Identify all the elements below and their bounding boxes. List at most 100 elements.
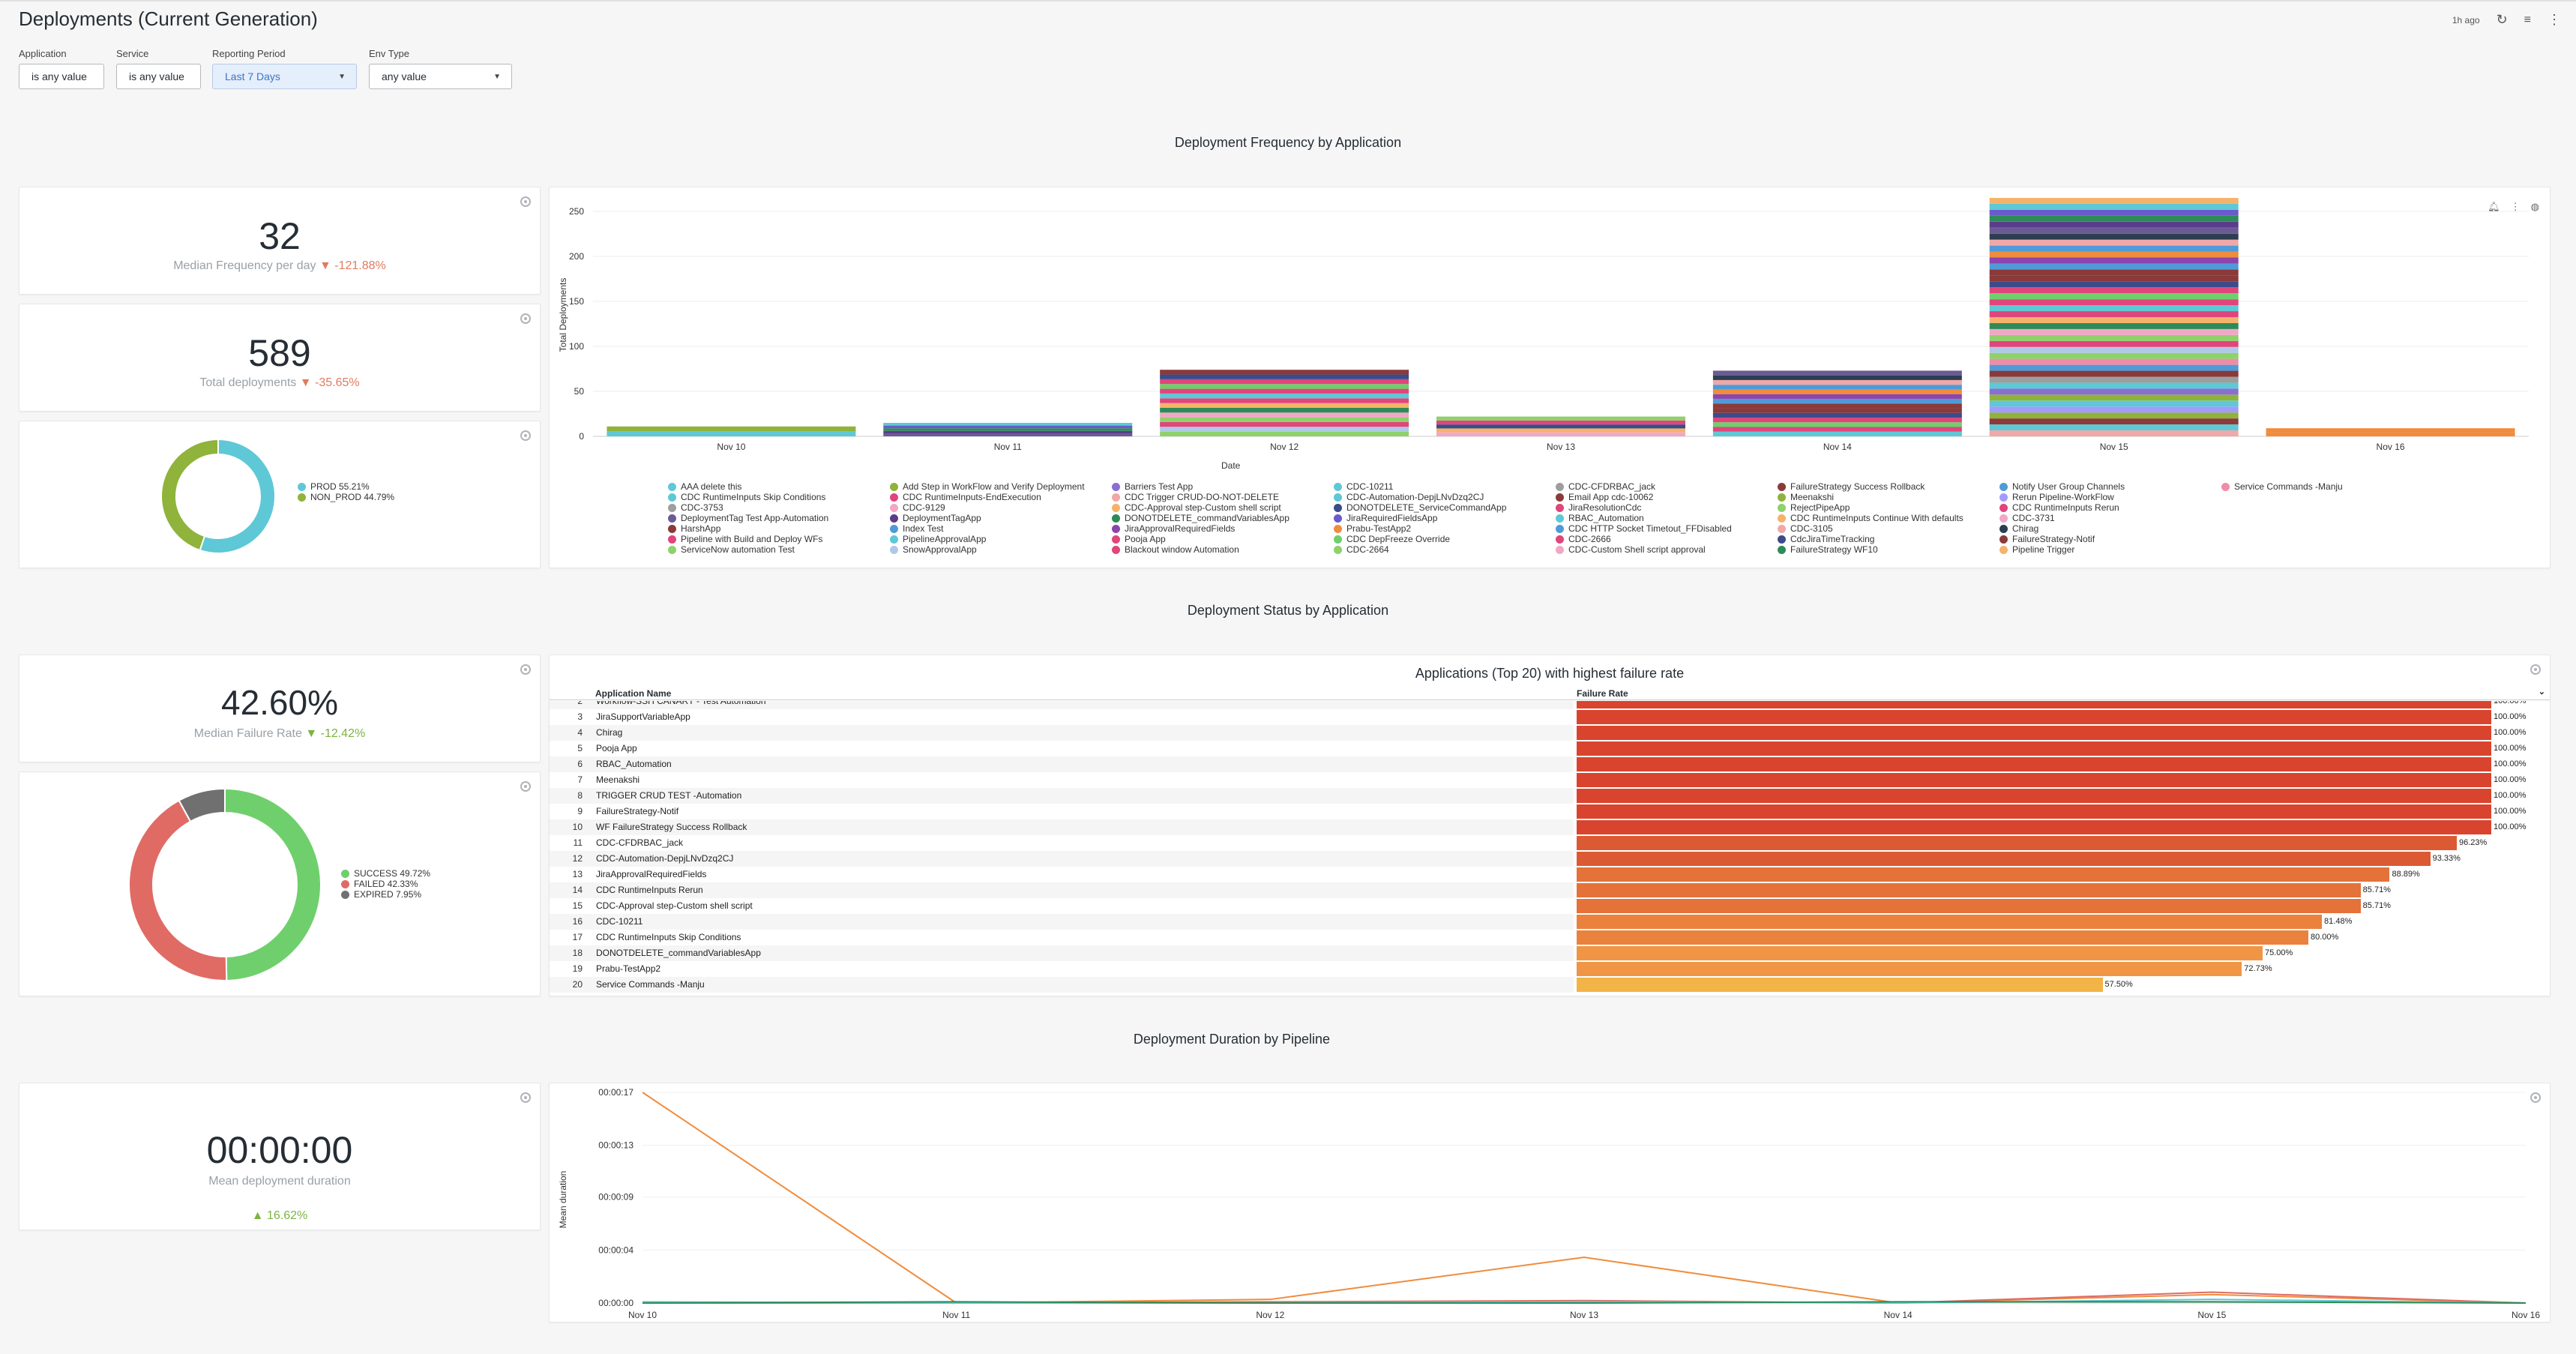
bar-segment[interactable] <box>1989 382 2239 389</box>
legend-item[interactable]: CDC-3753 <box>668 502 890 513</box>
bar-segment[interactable] <box>1989 418 2239 425</box>
legend-item[interactable]: CDC RuntimeInputs Continue With defaults <box>1778 513 1999 523</box>
filter-reporting-period-select[interactable]: Last 7 Days ▼ <box>212 64 357 89</box>
legend-item[interactable]: SnowApprovalApp <box>890 544 1112 555</box>
bar-segment[interactable] <box>1989 400 2239 407</box>
legend-item[interactable]: Prabu-TestApp2 <box>1334 523 1556 534</box>
legend-item[interactable]: CDC-3731 <box>1999 513 2221 523</box>
legend-item[interactable]: CDC-3105 <box>1778 523 1999 534</box>
table-row[interactable]: 8 TRIGGER CRUD TEST -Automation 100.00% <box>550 788 2550 804</box>
legend-item[interactable]: ServiceNow automation Test <box>668 544 890 555</box>
bar-segment[interactable] <box>1712 403 1962 409</box>
bar-segment[interactable] <box>1712 398 1962 404</box>
bar-segment[interactable] <box>1989 424 2239 431</box>
legend-item[interactable]: CDC-Custom Shell script approval <box>1556 544 1778 555</box>
failure-rate-bar[interactable] <box>1577 726 2491 740</box>
bar-segment[interactable] <box>1989 203 2239 210</box>
failure-rate-bar[interactable] <box>1577 915 2323 929</box>
bar-segment[interactable] <box>883 433 1133 436</box>
bar-segment[interactable] <box>1160 421 1409 427</box>
filter-service-input[interactable]: is any value <box>116 64 201 89</box>
legend-item[interactable]: JiraRequiredFieldsApp <box>1334 513 1556 523</box>
table-row[interactable]: 10 WF FailureStrategy Success Rollback 100… <box>550 819 2550 835</box>
bar-segment[interactable] <box>1989 346 2239 353</box>
series-line[interactable] <box>642 1092 2527 1305</box>
bar-segment[interactable] <box>1712 422 1962 427</box>
legend-item[interactable]: CDC RuntimeInputs-EndExecution <box>890 492 1112 502</box>
bar-segment[interactable] <box>1712 370 1962 376</box>
legend-item[interactable]: Pipeline Trigger <box>1999 544 2221 555</box>
gear-icon[interactable] <box>2530 664 2541 675</box>
failure-rate-bar[interactable] <box>1577 789 2491 803</box>
legend-item[interactable]: CDC-Approval step-Custom shell script <box>1112 502 1334 513</box>
legend-item[interactable]: CDC DepFreeze Override <box>1334 534 1556 544</box>
bar-segment[interactable] <box>1989 340 2239 347</box>
table-row[interactable]: 13 JiraApprovalRequiredFields 88.89% <box>550 867 2550 882</box>
failure-rate-bar[interactable] <box>1577 962 2242 976</box>
bar-segment[interactable] <box>1989 311 2239 317</box>
series-line[interactable] <box>642 1299 2527 1305</box>
donut-slice-expired[interactable] <box>178 787 226 823</box>
bar-segment[interactable] <box>1712 379 1962 385</box>
legend-item[interactable]: Pooja App <box>1112 534 1334 544</box>
failure-rate-bar[interactable] <box>1577 757 2491 771</box>
gear-icon[interactable] <box>2530 1092 2541 1103</box>
legend-item[interactable]: AAA delete this <box>668 481 890 492</box>
bar-segment[interactable] <box>1160 398 1409 403</box>
bar-segment[interactable] <box>1989 430 2239 436</box>
bar-segment[interactable] <box>1712 408 1962 413</box>
bar-segment[interactable] <box>1160 384 1409 389</box>
table-row[interactable]: 18 DONOTDELETE_commandVariablesApp 75.00% <box>550 945 2550 961</box>
bar-segment[interactable] <box>1989 352 2239 359</box>
legend-item[interactable]: DeploymentTag Test App-Automation <box>668 513 890 523</box>
bar-segment[interactable] <box>1712 431 1962 436</box>
donut-slice-success[interactable] <box>224 787 322 981</box>
bar-segment[interactable] <box>1989 245 2239 252</box>
bar-segment[interactable] <box>883 423 1133 426</box>
table-row[interactable]: 5 Pooja App 100.00% <box>550 741 2550 756</box>
table-row[interactable]: 19 Prabu-TestApp2 72.73% <box>550 961 2550 977</box>
table-row[interactable]: 4 Chirag 100.00% <box>550 725 2550 741</box>
bar-segment[interactable] <box>1989 406 2239 413</box>
legend-item[interactable]: CDC-2664 <box>1334 544 1556 555</box>
bar-segment[interactable] <box>1436 416 1685 421</box>
legend-item[interactable]: RejectPipeApp <box>1778 502 1999 513</box>
bar-segment[interactable] <box>1989 257 2239 264</box>
bar-segment[interactable] <box>883 425 1133 429</box>
table-row[interactable]: 6 RBAC_Automation 100.00% <box>550 756 2550 772</box>
failure-rate-bar[interactable] <box>1577 773 2491 787</box>
filter-env-type-select[interactable]: any value ▼ <box>369 64 512 89</box>
legend-item[interactable]: Blackout window Automation <box>1112 544 1334 555</box>
failure-rate-bar[interactable] <box>1577 701 2491 708</box>
legend-item[interactable]: Rerun Pipeline-WorkFlow <box>1999 492 2221 502</box>
bar-segment[interactable] <box>1989 275 2239 282</box>
legend-item[interactable]: DONOTDELETE_ServiceCommandApp <box>1334 502 1556 513</box>
globe-icon[interactable]: ◍ <box>2530 201 2539 212</box>
gear-icon[interactable] <box>520 313 531 324</box>
bar-segment[interactable] <box>1989 317 2239 323</box>
legend-item[interactable]: Barriers Test App <box>1112 481 1334 492</box>
legend-item[interactable]: CdcJiraTimeTracking <box>1778 534 1999 544</box>
failure-rate-bar[interactable] <box>1577 978 2103 992</box>
table-row[interactable]: 7 Meenakshi 100.00% <box>550 772 2550 788</box>
legend-item[interactable]: CDC-9129 <box>890 502 1112 513</box>
failure-rate-bar[interactable] <box>1577 836 2457 850</box>
filter-application-input[interactable]: is any value <box>19 64 104 89</box>
refresh-icon[interactable]: ↻ <box>2496 12 2508 27</box>
bar-segment[interactable] <box>1436 424 1685 429</box>
table-row[interactable]: 20 Service Commands -Manju 57.50% <box>550 977 2550 993</box>
legend-item[interactable]: CDC RuntimeInputs Rerun <box>1999 502 2221 513</box>
donut-slice-failed[interactable] <box>128 799 228 981</box>
bar-segment[interactable] <box>1436 432 1685 436</box>
donut-slice-non-prod[interactable] <box>160 438 219 552</box>
legend-item[interactable]: CDC HTTP Socket Timetout_FFDisabled <box>1556 523 1778 534</box>
bar-segment[interactable] <box>1989 305 2239 312</box>
bar-segment[interactable] <box>1160 370 1409 375</box>
table-row[interactable]: 12 CDC-Automation-DepjLNvDzq2CJ 93.33% <box>550 851 2550 867</box>
series-line[interactable] <box>642 1301 2527 1304</box>
bar-segment[interactable] <box>1989 198 2239 204</box>
bar-segment[interactable] <box>1989 358 2239 365</box>
legend-item[interactable]: JiraApprovalRequiredFields <box>1112 523 1334 534</box>
bar-segment[interactable] <box>1989 287 2239 294</box>
bar-segment[interactable] <box>1989 233 2239 240</box>
